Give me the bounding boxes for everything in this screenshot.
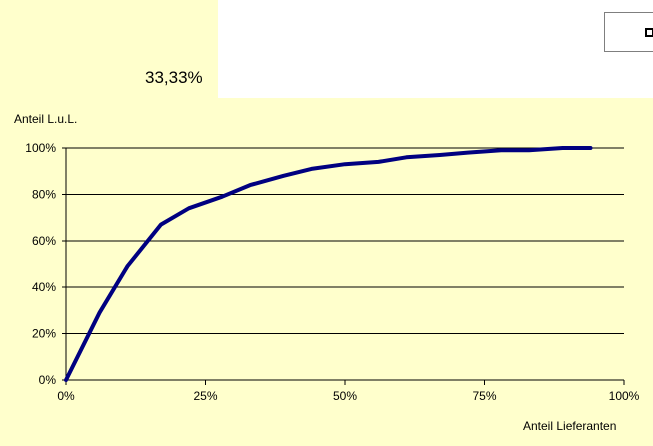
x-tick-label: 25% [193, 389, 217, 403]
y-tick-label: 20% [32, 327, 56, 341]
data-point [561, 147, 564, 149]
data-point [405, 156, 408, 159]
x-tick-label: 0% [57, 389, 75, 403]
legend[interactable] [604, 12, 653, 52]
data-point [528, 149, 531, 152]
data-point [249, 184, 252, 187]
data-point [589, 147, 592, 149]
data-point [65, 379, 67, 381]
y-axis-label: Anteil L.u.L. [14, 112, 78, 126]
y-tick-label: 100% [25, 141, 56, 155]
data-point [310, 167, 313, 170]
summary-cell: 33,33% [0, 0, 218, 98]
data-point [344, 163, 346, 166]
data-point [438, 153, 441, 156]
y-tick-label: 40% [32, 280, 56, 294]
x-axis-label: Anteil Lieferanten [523, 419, 617, 433]
data-point [282, 174, 285, 177]
data-point [159, 223, 162, 226]
data-point [187, 207, 190, 210]
data-point [377, 160, 380, 163]
x-tick-label: 100% [609, 389, 640, 403]
y-tick-label: 0% [39, 373, 57, 387]
data-point [500, 149, 503, 152]
plot-area [0, 98, 653, 446]
x-tick-label: 75% [472, 389, 496, 403]
summary-value: 33,33% [145, 68, 203, 87]
series-line [64, 146, 593, 382]
data-point [466, 151, 469, 154]
x-tick-label: 50% [333, 389, 357, 403]
data-point [98, 311, 101, 314]
y-tick-label: 80% [32, 187, 56, 201]
y-tick-label: 60% [32, 234, 56, 248]
data-point [221, 195, 224, 198]
data-point [126, 265, 129, 268]
